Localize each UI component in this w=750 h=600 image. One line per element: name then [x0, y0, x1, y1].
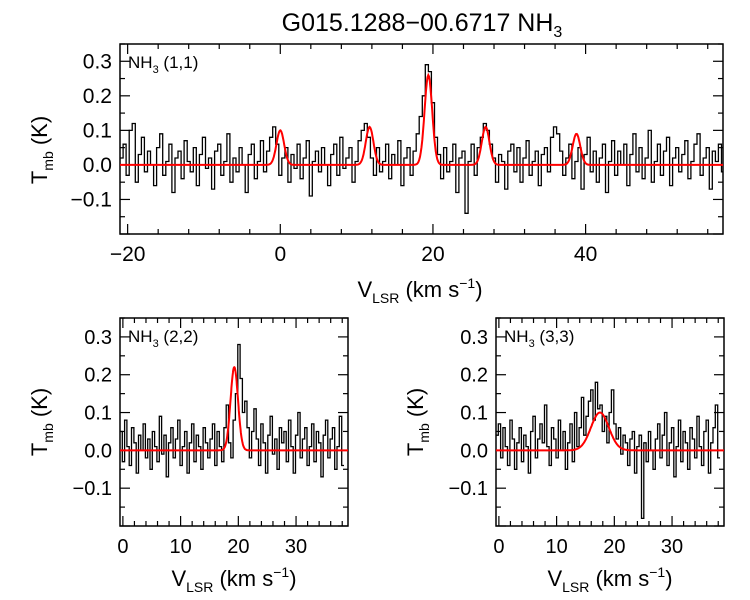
- x-tick-label: 30: [661, 536, 683, 558]
- figure-title-sub: 3: [553, 24, 562, 41]
- panel-label: NH3 (2,2): [128, 327, 198, 350]
- y-axis-label-sub: mb: [40, 423, 56, 443]
- gaussian-fit-line: [120, 72, 723, 166]
- panel-top: −20 0 20 40 −0.1 0.0 0.1 0.2 0.3 NH3 (1,1) VLSR (k…: [27, 43, 724, 306]
- x-tick-label: 20: [603, 536, 625, 558]
- y-tick-label: −0.1: [71, 188, 112, 211]
- plot-frame: [495, 317, 725, 527]
- x-tick-label: 30: [285, 536, 307, 558]
- x-axis-label-units: (km s: [399, 277, 459, 302]
- x-axis-label: VLSR (km s−1): [357, 275, 482, 306]
- x-axis-label-sup: −1: [273, 564, 289, 580]
- x-axis-label-close: ): [289, 566, 296, 591]
- panels: −20 0 20 40−0.10.00.10.20.3 NH3 (1,1)VLSR (k…: [27, 43, 725, 595]
- y-tick-label: 0.2: [460, 365, 488, 387]
- panel-label-sub: 3: [153, 338, 159, 350]
- panel-label: NH3 (3,3): [504, 327, 574, 350]
- y-tick-label: 0.1: [460, 403, 488, 425]
- x-tick-label: 10: [169, 536, 191, 558]
- y-axis-label: Tmb (K): [27, 116, 56, 184]
- x-axis-label-sup: −1: [459, 275, 475, 291]
- gaussian-fit-line: [120, 365, 348, 452]
- x-axis-label-main: V: [171, 566, 186, 591]
- x-tick-label: −20: [110, 243, 146, 266]
- spectrum-line: [120, 343, 344, 478]
- figure-title-main: G015.1288−00.6717 NH: [282, 9, 554, 37]
- panel-label-suffix: (3,3): [535, 327, 575, 346]
- x-axis-label: VLSR (km s−1): [547, 564, 672, 595]
- y-axis-label-main: T: [403, 443, 428, 456]
- y-tick-label: 0.3: [84, 327, 112, 349]
- y-axis-label-sub: mb: [416, 423, 432, 443]
- panel-bottom-left: 0 10 20 30 −0.1 0.0 0.1 0.2 0.3 NH3 (2,2) VLSR (km…: [27, 317, 349, 595]
- plot-frame: [119, 317, 349, 527]
- x-axis-label-main: V: [357, 277, 372, 302]
- y-tick-label: 0.0: [83, 154, 112, 177]
- y-tick-label: 0.1: [83, 119, 112, 142]
- y-tick-label: 0.0: [84, 440, 112, 462]
- panel-label: NH3 (1,1): [128, 53, 198, 76]
- panel-label-main: NH: [504, 327, 529, 346]
- y-tick-label: 0.0: [460, 440, 488, 462]
- y-tick-label: 0.1: [84, 403, 112, 425]
- y-axis-label: Tmb (K): [27, 388, 56, 456]
- spectrum-line: [120, 64, 723, 214]
- x-tick-label: 0: [117, 536, 128, 558]
- y-axis-label-units: (K): [27, 388, 52, 423]
- y-axis-label-units: (K): [403, 388, 428, 423]
- x-axis-label-sup: −1: [649, 564, 665, 580]
- panel-label-main: NH: [128, 53, 153, 72]
- panel-label-suffix: (2,2): [159, 327, 199, 346]
- panel-label-suffix: (1,1): [159, 53, 199, 72]
- x-axis-label-sub: LSR: [186, 579, 213, 595]
- x-tick-label: 0: [274, 243, 286, 266]
- x-axis-label-units: (km s: [589, 566, 649, 591]
- panel-bottom-right: 0 10 20 30 −0.1 0.0 0.1 0.2 0.3 NH3 (3,3) VLSR (km…: [403, 317, 725, 595]
- x-tick-label: 20: [421, 243, 444, 266]
- y-tick-label: −0.1: [449, 478, 488, 500]
- x-axis-label-sub: LSR: [372, 290, 399, 306]
- spectrum-line: [496, 381, 720, 520]
- y-axis-label-main: T: [27, 443, 52, 456]
- x-axis-label: VLSR (km s−1): [171, 564, 296, 595]
- y-axis-label-sub: mb: [40, 151, 56, 171]
- y-tick-label: 0.2: [83, 85, 112, 108]
- y-tick-label: 0.2: [84, 365, 112, 387]
- x-tick-label: 40: [574, 243, 597, 266]
- y-tick-label: 0.3: [460, 327, 488, 349]
- x-axis-label-units: (km s: [213, 566, 273, 591]
- x-axis-label-close: ): [475, 277, 482, 302]
- x-axis-label-main: V: [547, 566, 562, 591]
- y-axis-label-main: T: [27, 171, 52, 184]
- gaussian-fit-line: [496, 411, 724, 452]
- plot-frame: [119, 43, 724, 235]
- x-tick-label: 20: [227, 536, 249, 558]
- y-axis-label-units: (K): [27, 116, 52, 151]
- x-tick-label: 10: [545, 536, 567, 558]
- x-axis-label-sub: LSR: [562, 579, 589, 595]
- figure-title: G015.1288−00.6717 NH3: [282, 9, 563, 41]
- y-axis-label: Tmb (K): [403, 388, 432, 456]
- x-tick-label: 0: [493, 536, 504, 558]
- y-tick-label: 0.3: [83, 50, 112, 73]
- x-axis-label-close: ): [665, 566, 672, 591]
- y-tick-label: −0.1: [73, 478, 112, 500]
- panel-label-sub: 3: [529, 338, 535, 350]
- panel-label-main: NH: [128, 327, 153, 346]
- panel-label-sub: 3: [153, 64, 159, 76]
